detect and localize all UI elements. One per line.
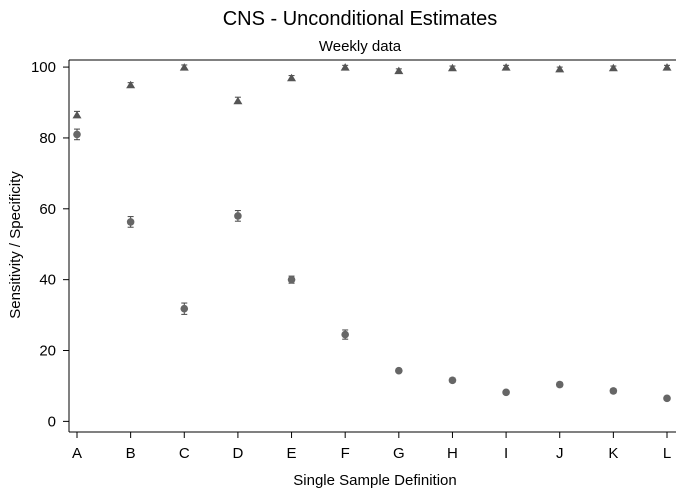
circle-point	[502, 388, 510, 397]
x-tick-label: I	[504, 445, 508, 462]
y-tick-label: 0	[48, 413, 56, 430]
x-tick-label: K	[608, 445, 618, 462]
triangle-point	[72, 110, 82, 119]
triangle-point	[233, 96, 243, 105]
triangle-point	[179, 63, 189, 71]
y-tick-label: 80	[39, 130, 56, 147]
triangle-point	[447, 63, 457, 72]
y-tick-label: 60	[39, 201, 56, 218]
circle-point	[609, 387, 618, 395]
plot-frame	[68, 59, 676, 433]
circle-point	[180, 304, 189, 313]
circle-point	[341, 330, 349, 339]
triangle-point	[394, 66, 404, 75]
triangle-point	[126, 80, 136, 89]
y-tick-label: 20	[39, 343, 56, 360]
x-axis-label: Single Sample Definition	[293, 472, 456, 489]
x-tick-label: A	[72, 445, 82, 462]
x-tick-label: B	[126, 445, 136, 462]
x-tick-label: F	[341, 445, 350, 462]
triangle-point	[608, 63, 618, 72]
circle-point	[555, 380, 564, 389]
data-points	[72, 63, 672, 403]
circle-point	[126, 218, 135, 226]
x-tick-label: C	[179, 445, 190, 462]
x-tick-label: H	[447, 445, 458, 462]
circle-point	[395, 366, 403, 375]
circle-point	[663, 394, 671, 403]
x-tick-label: J	[556, 445, 564, 462]
circle-point	[73, 130, 81, 139]
x-axis-ticks: A B C D E F G H I J K L	[72, 432, 671, 462]
triangle-point	[501, 63, 511, 71]
y-axis-label: Sensitivity / Specificity	[7, 171, 24, 319]
x-tick-label: D	[232, 445, 243, 462]
triangle-point	[287, 73, 297, 82]
y-tick-label: 100	[31, 59, 56, 76]
y-tick-label: 40	[39, 272, 56, 289]
circle-point	[234, 212, 242, 220]
chart-subtitle: Weekly data	[319, 38, 402, 55]
x-tick-label: E	[287, 445, 297, 462]
chart-title: CNS - Unconditional Estimates	[223, 8, 498, 30]
triangle-point	[555, 64, 565, 73]
x-tick-label: G	[393, 445, 405, 462]
x-tick-label: L	[663, 445, 671, 462]
circle-point	[287, 275, 296, 284]
triangle-point	[340, 63, 350, 71]
y-axis-ticks: 0 20 40 60 80 100	[31, 59, 69, 430]
triangle-point	[662, 63, 672, 71]
circle-point	[448, 376, 457, 385]
